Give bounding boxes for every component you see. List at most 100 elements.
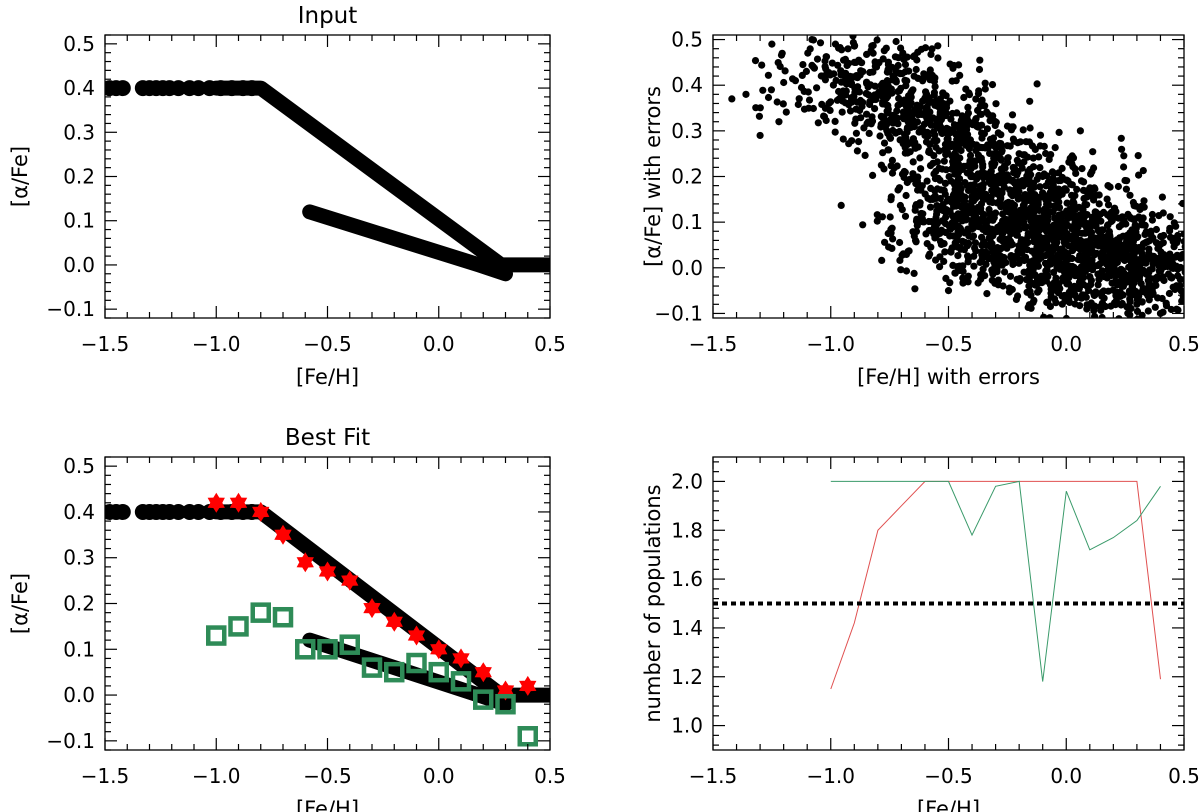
data-point (1034, 198, 1042, 206)
data-point (1163, 262, 1172, 271)
data-point (810, 64, 819, 72)
data-point (755, 112, 764, 120)
data-point (1091, 312, 1099, 318)
data-point (1063, 252, 1071, 260)
data-point (970, 262, 978, 270)
data-point (1072, 169, 1080, 177)
chart-populations: −1.5 −1.0 −0.5 0.0 0.5 1.0 1.2 1.4 1.6 1.8 2.0 [Fe/… (641, 456, 1200, 812)
data-point (1089, 192, 1097, 200)
data-point (1057, 220, 1065, 228)
data-point (956, 154, 964, 162)
data-point (1068, 254, 1076, 263)
data-point (865, 129, 873, 137)
data-point (1056, 265, 1064, 273)
data-point (936, 95, 945, 103)
data-point (985, 205, 993, 214)
x-tick-label: −1.5 (689, 764, 738, 788)
data-point (888, 244, 896, 252)
data-point (968, 193, 976, 201)
data-point (1039, 172, 1047, 181)
data-point (1139, 167, 1147, 175)
data-point (978, 134, 986, 142)
x-tick-label: 0.5 (534, 764, 566, 788)
data-point (860, 124, 868, 132)
data-point (1120, 152, 1128, 160)
series-fit-population-2-marker (250, 602, 271, 623)
data-point (937, 226, 946, 234)
data-point (946, 232, 954, 240)
data-point (1066, 298, 1074, 306)
data-point (941, 190, 949, 198)
data-point (1081, 259, 1090, 267)
data-point (923, 177, 931, 185)
data-point (927, 50, 935, 59)
data-point (1089, 148, 1097, 156)
data-point (877, 123, 885, 131)
data-point (976, 185, 985, 194)
series-fit-population-1-marker (341, 570, 359, 591)
data-point (922, 230, 930, 238)
data-point (1010, 212, 1018, 220)
data-point (1019, 126, 1027, 134)
data-point (1142, 259, 1150, 267)
data-point (950, 202, 958, 210)
data-point (1026, 97, 1034, 105)
x-axis-label: [Fe/H] (296, 797, 359, 812)
x-tick-label: 0.0 (423, 332, 455, 356)
plot-area (713, 480, 1184, 690)
series-fit-population-1-marker (229, 492, 248, 513)
x-tick-label: 0.0 (1050, 764, 1082, 788)
y-tick-label: 0.4 (63, 76, 95, 100)
data-point (1042, 226, 1050, 234)
y-tick-label: 1.8 (671, 518, 703, 542)
data-point (1137, 315, 1145, 318)
data-point (1166, 213, 1174, 221)
data-point (959, 195, 967, 203)
data-point (900, 167, 908, 176)
data-point (876, 132, 884, 140)
data-point (925, 148, 933, 156)
data-point (1103, 274, 1111, 282)
series-fit-population-1-marker (519, 675, 537, 696)
data-point (974, 106, 982, 114)
data-point (939, 89, 947, 97)
data-point (905, 102, 913, 110)
series-fit-population-2-marker (228, 616, 249, 637)
y-tick-label: 1.2 (671, 665, 703, 689)
data-point (1129, 320, 1136, 327)
data-point (937, 104, 945, 112)
series-fit-population-2-marker (384, 661, 405, 683)
data-point (994, 129, 1002, 137)
data-point (1136, 344, 1143, 351)
data-point (1104, 201, 1113, 209)
series-population-1-plateau-point (114, 503, 131, 520)
data-point (756, 131, 764, 140)
data-point (889, 235, 897, 243)
data-point (987, 176, 996, 184)
data-point (861, 151, 869, 159)
data-point (879, 55, 887, 63)
data-point (954, 252, 962, 260)
data-point (1117, 134, 1125, 142)
series-fit-population-1-marker (274, 524, 292, 545)
data-point (946, 60, 954, 68)
data-point (936, 237, 945, 246)
data-point (1128, 245, 1136, 254)
series-green-line (830, 480, 1161, 682)
y-tick-label: 0.3 (671, 119, 703, 143)
data-point (1023, 172, 1031, 180)
x-tick-label: 0.5 (534, 332, 566, 356)
data-point (1187, 270, 1194, 277)
data-point (907, 108, 915, 117)
data-point (829, 81, 838, 89)
data-point (922, 138, 931, 146)
data-point (941, 207, 949, 215)
data-point (1122, 220, 1130, 228)
data-point (1004, 154, 1012, 162)
data-point (911, 236, 920, 245)
y-tick-label: −0.1 (46, 729, 95, 753)
data-point (1118, 145, 1126, 153)
data-point (759, 86, 767, 94)
data-point (1115, 214, 1123, 222)
data-point (1008, 111, 1017, 119)
